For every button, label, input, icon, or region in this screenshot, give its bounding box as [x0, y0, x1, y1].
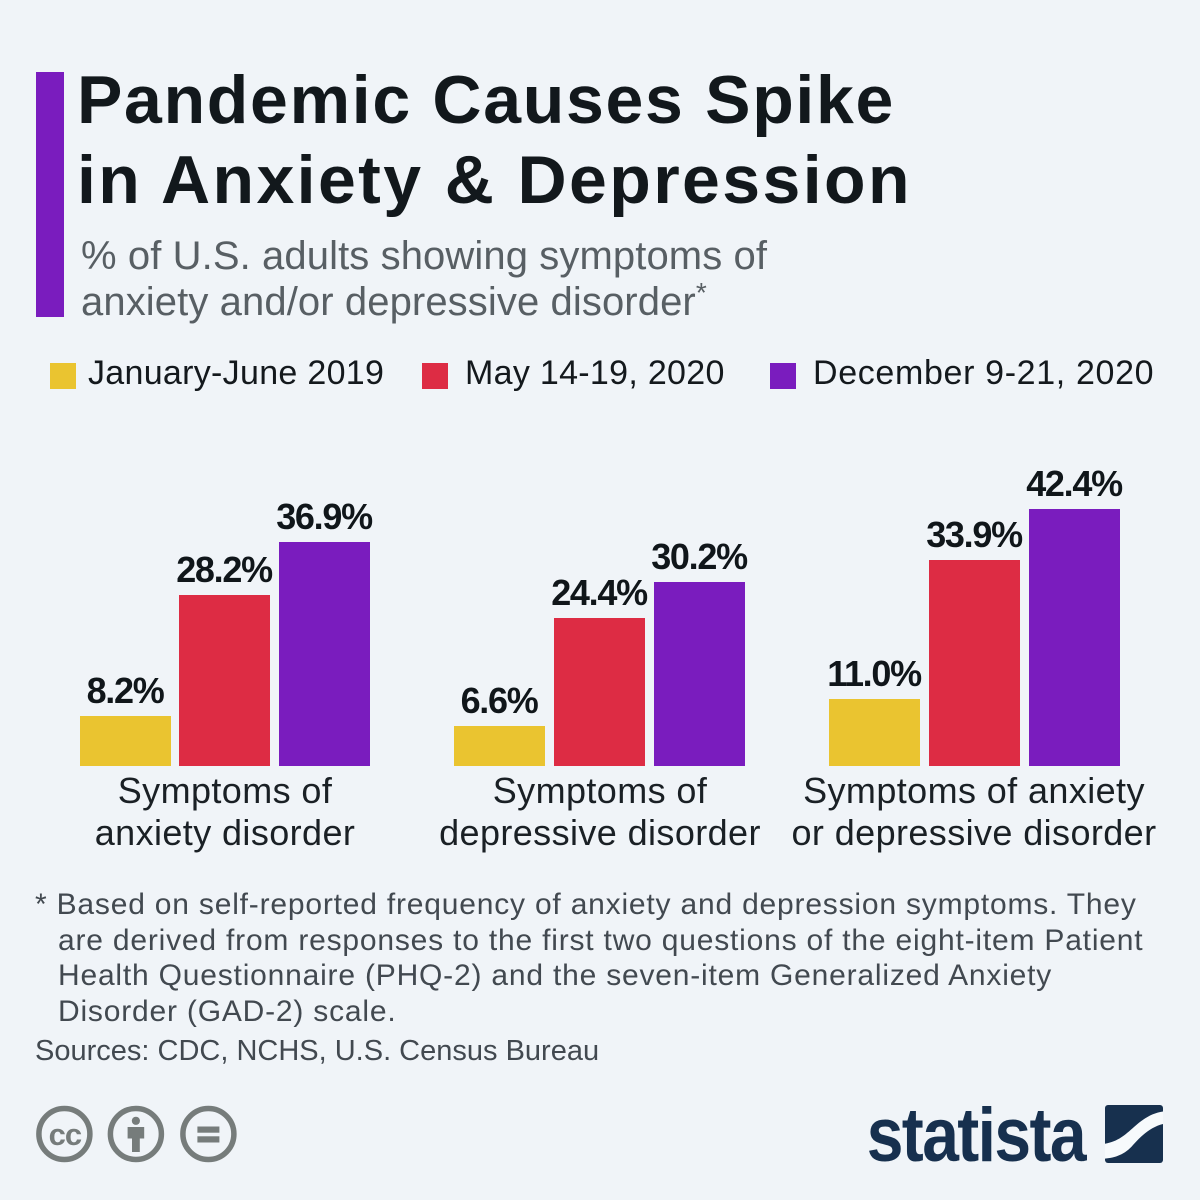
- svg-text:cc: cc: [49, 1117, 82, 1152]
